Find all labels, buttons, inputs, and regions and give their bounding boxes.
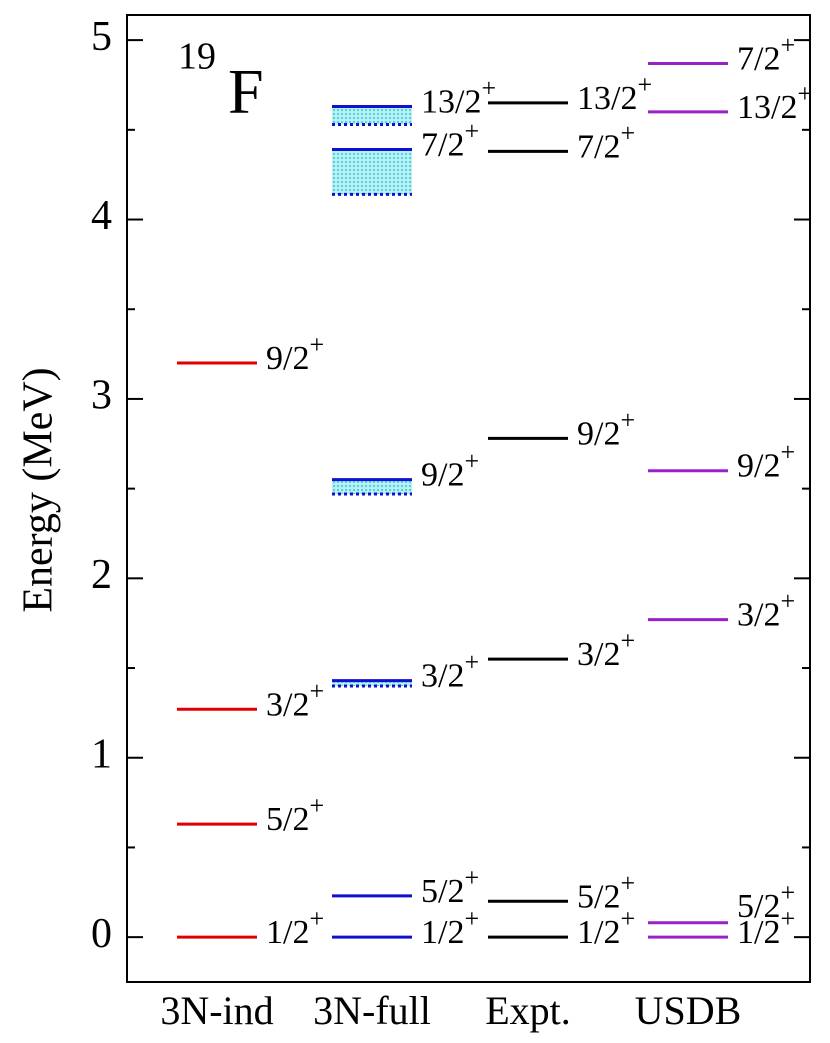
spin: 1/2 — [266, 914, 309, 951]
parity: + — [780, 878, 795, 907]
spin: 5/2 — [577, 878, 620, 915]
level-label: 9/2+ — [266, 330, 324, 377]
level-label: 3/2+ — [737, 587, 795, 634]
uncertainty-band — [332, 479, 412, 495]
spin: 13/2 — [421, 83, 481, 120]
parity: + — [464, 117, 479, 146]
parity: + — [620, 626, 635, 655]
parity: + — [481, 73, 496, 102]
parity: + — [464, 648, 479, 677]
spin: 3/2 — [737, 596, 780, 633]
y-tick-label: 2 — [91, 552, 112, 598]
spin: 1/2 — [737, 914, 780, 951]
spin: 1/2 — [577, 914, 620, 951]
level-label: 3/2+ — [577, 626, 635, 673]
parity: + — [637, 70, 652, 99]
level-label: 9/2+ — [577, 405, 635, 452]
y-tick-label: 0 — [91, 911, 112, 957]
spin: 9/2 — [577, 415, 620, 452]
level-label: 5/2+ — [737, 878, 795, 925]
level-label: 5/2+ — [421, 863, 479, 910]
spin: 13/2 — [577, 80, 637, 117]
parity: + — [780, 587, 795, 616]
spin: 3/2 — [577, 636, 620, 673]
level-label: 5/2+ — [577, 868, 635, 915]
parity: + — [780, 904, 795, 933]
level-label: 3/2+ — [266, 676, 324, 723]
spin: 3/2 — [421, 657, 464, 694]
parity: + — [620, 118, 635, 147]
parity: + — [309, 904, 324, 933]
parity: + — [464, 904, 479, 933]
level-label: 1/2+ — [577, 904, 635, 951]
parity: + — [620, 405, 635, 434]
spin: 7/2 — [577, 128, 620, 165]
parity: + — [620, 904, 635, 933]
uncertainty-band — [332, 149, 412, 195]
column-label: 3N-ind — [160, 988, 273, 1033]
mass-number: 19 — [178, 36, 216, 78]
spin: 7/2 — [421, 126, 464, 163]
uncertainty-band — [332, 680, 412, 686]
plot-frame — [126, 14, 811, 983]
column-label: USDB — [635, 988, 742, 1033]
column-label: 3N-full — [313, 988, 431, 1033]
parity: + — [780, 438, 795, 467]
y-tick-label: 1 — [91, 731, 112, 777]
level-label: 1/2+ — [421, 904, 479, 951]
level-label: 7/2+ — [737, 30, 795, 77]
level-label: 3/2+ — [421, 648, 479, 695]
y-axis-label: Energy (MeV) — [16, 367, 62, 612]
parity: + — [780, 30, 795, 59]
y-tick-label: 4 — [91, 193, 112, 239]
spin: 9/2 — [421, 456, 464, 493]
level-label: 13/2+ — [737, 79, 812, 126]
spin: 5/2 — [421, 873, 464, 910]
level-label: 13/2+ — [577, 70, 652, 117]
parity: + — [464, 447, 479, 476]
spin: 13/2 — [737, 89, 797, 126]
spin: 9/2 — [266, 340, 309, 377]
parity: + — [309, 676, 324, 705]
level-label: 1/2+ — [737, 904, 795, 951]
level-label: 13/2+ — [421, 73, 496, 120]
level-label: 5/2+ — [266, 791, 324, 838]
parity: + — [309, 791, 324, 820]
spin: 5/2 — [266, 801, 309, 838]
level-label: 9/2+ — [421, 447, 479, 494]
spin: 1/2 — [421, 914, 464, 951]
level-label: 7/2+ — [421, 117, 479, 164]
spin: 9/2 — [737, 447, 780, 484]
uncertainty-band — [332, 106, 412, 125]
level-label: 7/2+ — [577, 118, 635, 165]
spin: 7/2 — [737, 40, 780, 77]
column-label: Expt. — [485, 988, 571, 1033]
parity: + — [797, 79, 812, 108]
spin: 5/2 — [737, 888, 780, 925]
element-symbol: F — [228, 56, 264, 127]
level-label: 1/2+ — [266, 904, 324, 951]
spin: 3/2 — [266, 686, 309, 723]
parity: + — [309, 330, 324, 359]
y-tick-label: 5 — [91, 14, 112, 60]
y-tick-label: 3 — [91, 373, 112, 419]
parity: + — [464, 863, 479, 892]
parity: + — [620, 868, 635, 897]
level-label: 9/2+ — [737, 438, 795, 485]
